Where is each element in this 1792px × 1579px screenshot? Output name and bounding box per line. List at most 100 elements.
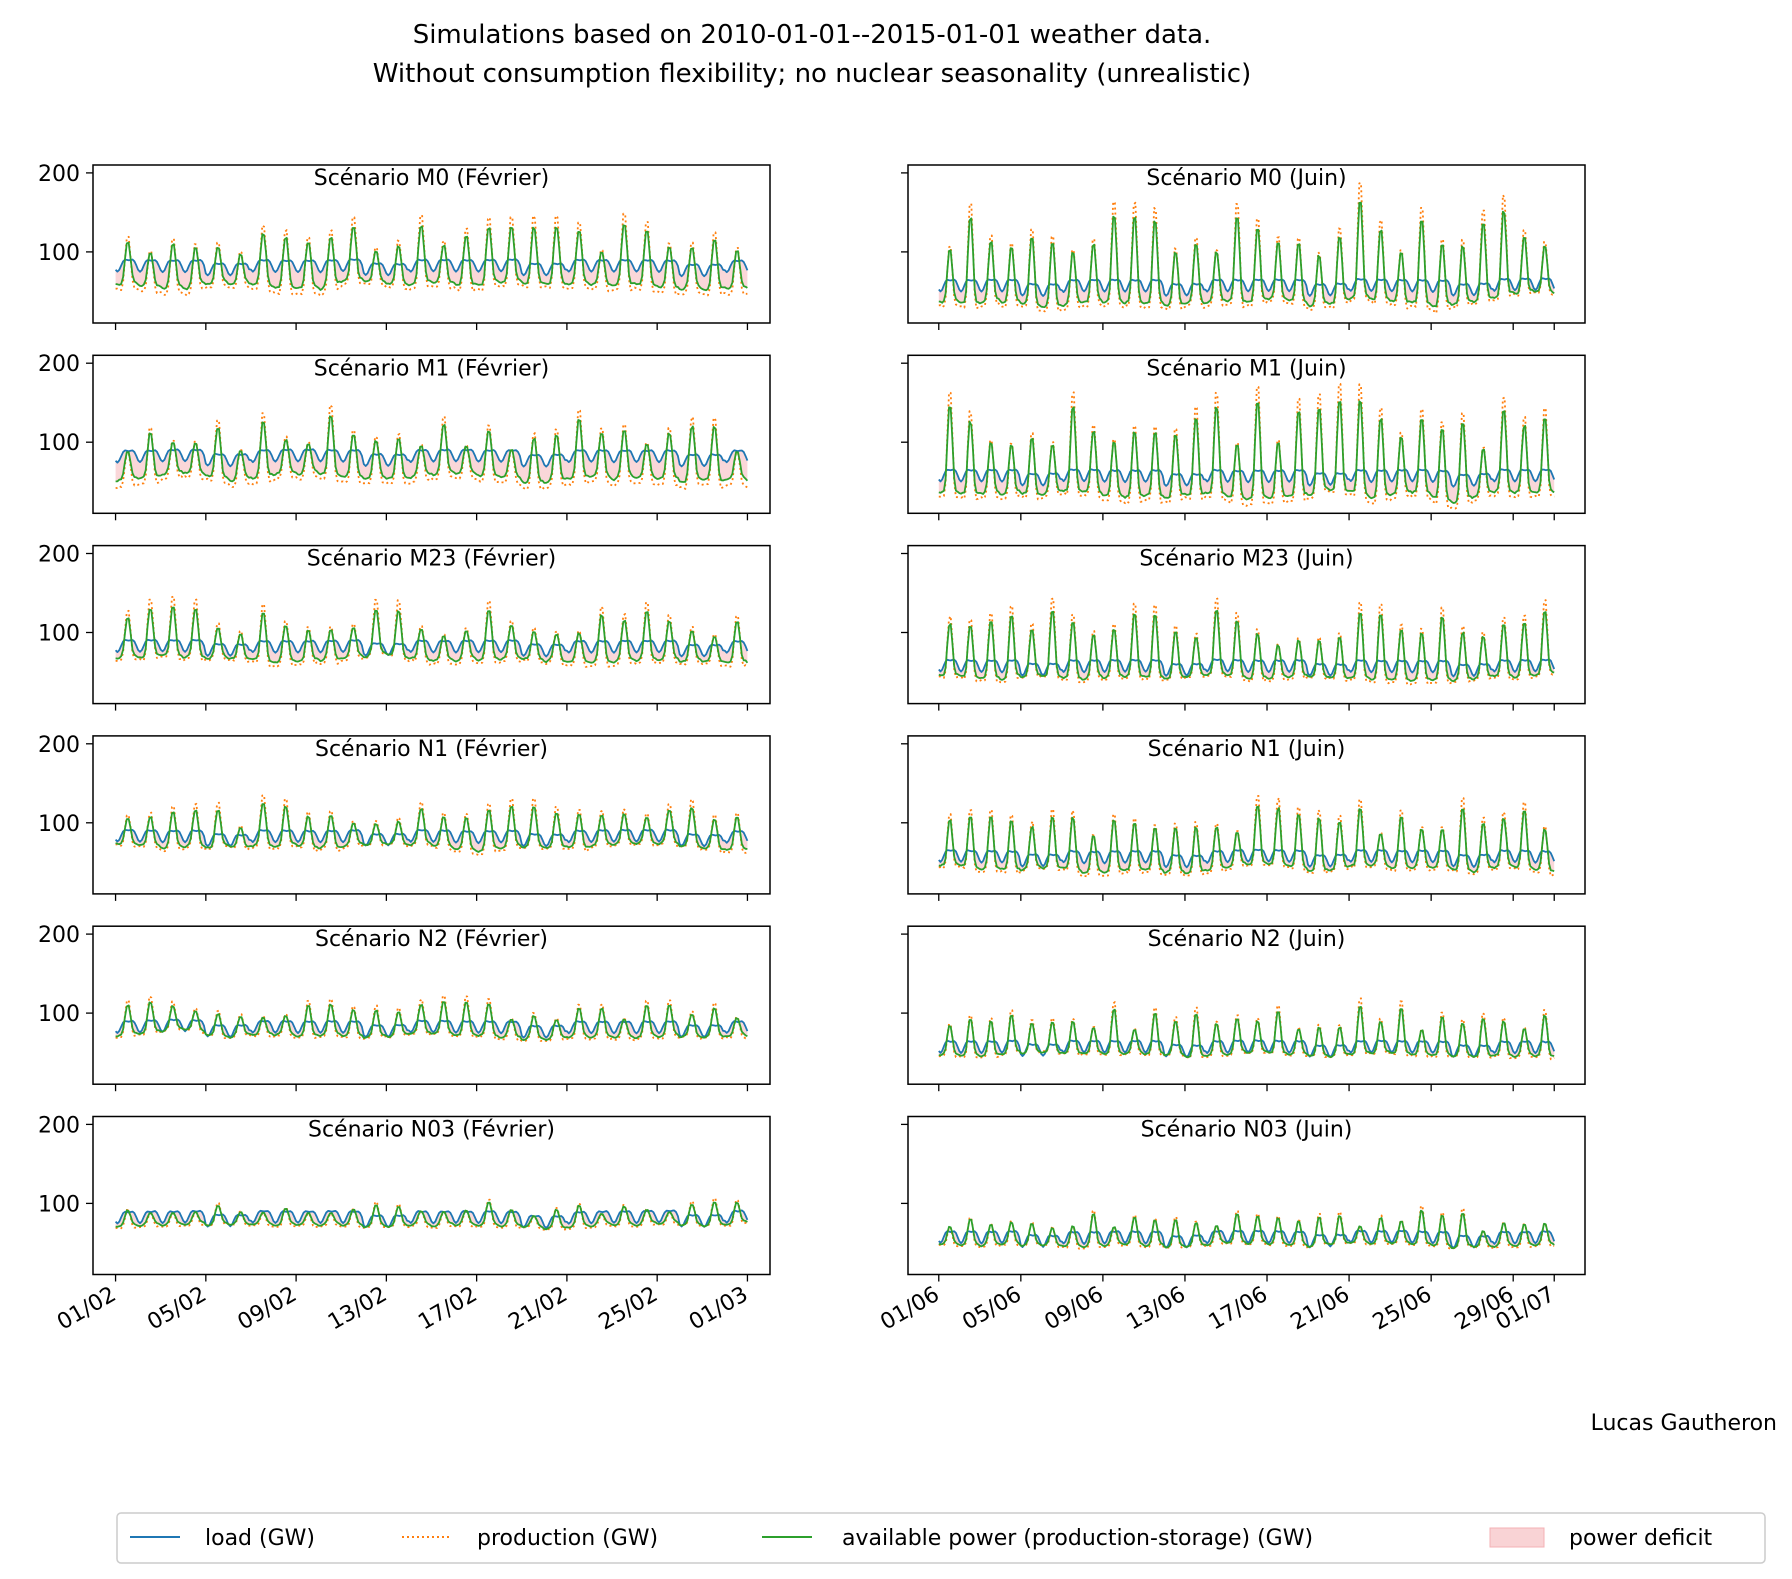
x-tick-label: 17/02 <box>414 1282 481 1335</box>
deficit-area <box>493 1211 509 1227</box>
panel-scenario-m23-juin: Scénario M23 (Juin) <box>901 544 1586 711</box>
deficit-area <box>1200 660 1213 676</box>
panel-scenario-n2-fevrier: 100 200 Scénario N2 (Février) <box>38 923 771 1092</box>
panel-title: Scénario N03 (Février) <box>308 1118 555 1143</box>
deficit-area <box>954 659 967 676</box>
deficit-area <box>333 640 349 659</box>
panel-title: Scénario N03 (Juin) <box>1141 1118 1353 1143</box>
panel-scenario-n03-fevrier: 100 200 01/02 05/02 09/02 13/02 17/02 21/02 25/0… <box>38 1113 771 1335</box>
deficit-area <box>1220 850 1233 868</box>
available-series <box>938 400 1555 504</box>
deficit-area <box>1200 471 1213 494</box>
deficit-area <box>1302 660 1315 677</box>
y-tick-label: 100 <box>38 241 80 266</box>
deficit-area <box>403 831 417 846</box>
deficit-area <box>672 450 688 482</box>
deficit-area <box>267 830 282 847</box>
y-tick-label: 100 <box>38 622 80 647</box>
deficit-area <box>1426 850 1438 868</box>
panel-title: Scénario N2 (Février) <box>315 927 548 952</box>
available-series <box>115 224 748 292</box>
deficit-area <box>974 1041 987 1057</box>
panel-title: Scénario M1 (Février) <box>314 356 550 381</box>
panel-title: Scénario M1 (Juin) <box>1146 356 1346 381</box>
deficit-area <box>448 1020 462 1036</box>
deficit-area <box>1015 1040 1020 1051</box>
deficit-area <box>424 449 439 476</box>
credit-label: Lucas Gautheron <box>1591 1411 1777 1436</box>
x-tick-label: 25/06 <box>1369 1282 1436 1335</box>
y-tick-label: 200 <box>38 1113 80 1138</box>
panel-frame <box>907 735 1586 895</box>
y-tick-label: 200 <box>38 733 80 758</box>
deficit-area <box>1282 850 1295 867</box>
x-tick-label: 17/06 <box>1205 1282 1272 1335</box>
deficit-area <box>581 1211 622 1227</box>
panel-frame <box>92 544 771 705</box>
deficit-area <box>448 830 462 850</box>
deficit-area <box>1467 664 1479 680</box>
deficit-area <box>1385 850 1397 869</box>
deficit-area <box>1343 280 1356 300</box>
load-series <box>938 1039 1556 1058</box>
deficit-area <box>1056 852 1069 868</box>
available-series <box>938 1006 1555 1058</box>
deficit-area <box>132 640 146 658</box>
deficit-area <box>1323 855 1336 871</box>
deficit-area <box>719 1212 733 1225</box>
deficit-area <box>627 1021 643 1039</box>
legend-load-label: load (GW) <box>205 1526 315 1551</box>
deficit-area <box>335 1020 349 1037</box>
deficit-area <box>606 1021 622 1038</box>
deficit-area <box>1261 849 1274 865</box>
deficit-area <box>651 829 665 845</box>
deficit-area <box>1364 849 1377 866</box>
deficit-area <box>559 1023 575 1038</box>
deficit-area <box>559 1211 577 1228</box>
production-series <box>115 1197 748 1231</box>
deficit-area <box>243 1210 283 1226</box>
legend-deficit-swatch <box>1489 1527 1545 1548</box>
x-tick-label: 09/06 <box>1040 1282 1107 1335</box>
production-series <box>938 795 1555 878</box>
deficit-area <box>1241 849 1254 865</box>
deficit-area <box>313 260 327 290</box>
deficit-area <box>358 1021 372 1038</box>
deficit-area <box>672 260 690 290</box>
panel-title: Scénario M23 (Juin) <box>1139 547 1353 572</box>
deficit-area <box>1487 851 1500 869</box>
panel-frame <box>907 925 1586 1085</box>
load-series <box>114 828 749 848</box>
panel-title: Scénario M23 (Février) <box>307 547 557 572</box>
deficit-area <box>288 449 306 475</box>
deficit-area <box>649 450 665 479</box>
deficit-area <box>424 1211 464 1227</box>
deficit-area <box>629 829 643 845</box>
deficit-area <box>155 639 169 656</box>
x-tick-label: 13/06 <box>1123 1282 1190 1335</box>
deficit-area <box>198 449 214 477</box>
deficit-area <box>1549 278 1555 294</box>
panel-title: Scénario N2 (Juin) <box>1148 927 1346 952</box>
panel-frame <box>92 1115 771 1276</box>
deficit-area <box>290 830 304 846</box>
panel-title: Scénario N1 (Février) <box>315 737 548 762</box>
deficit-area <box>1220 659 1233 676</box>
deficit-area <box>995 850 1008 869</box>
deficit-area <box>583 450 597 477</box>
deficit-area <box>1446 1231 1459 1249</box>
deficit-area <box>1487 1042 1500 1056</box>
deficit-area <box>1508 850 1520 868</box>
panel-frame <box>92 354 771 515</box>
deficit-area <box>1364 470 1377 499</box>
available-series <box>115 1201 748 1231</box>
deficit-area <box>403 261 417 286</box>
deficit-area <box>583 830 597 847</box>
deficit-area <box>514 1211 533 1228</box>
deficit-area <box>538 644 552 663</box>
deficit-area <box>1467 855 1479 873</box>
deficit-area <box>954 849 967 866</box>
deficit-area <box>538 1025 554 1041</box>
legend-production-label: production (GW) <box>477 1526 658 1551</box>
